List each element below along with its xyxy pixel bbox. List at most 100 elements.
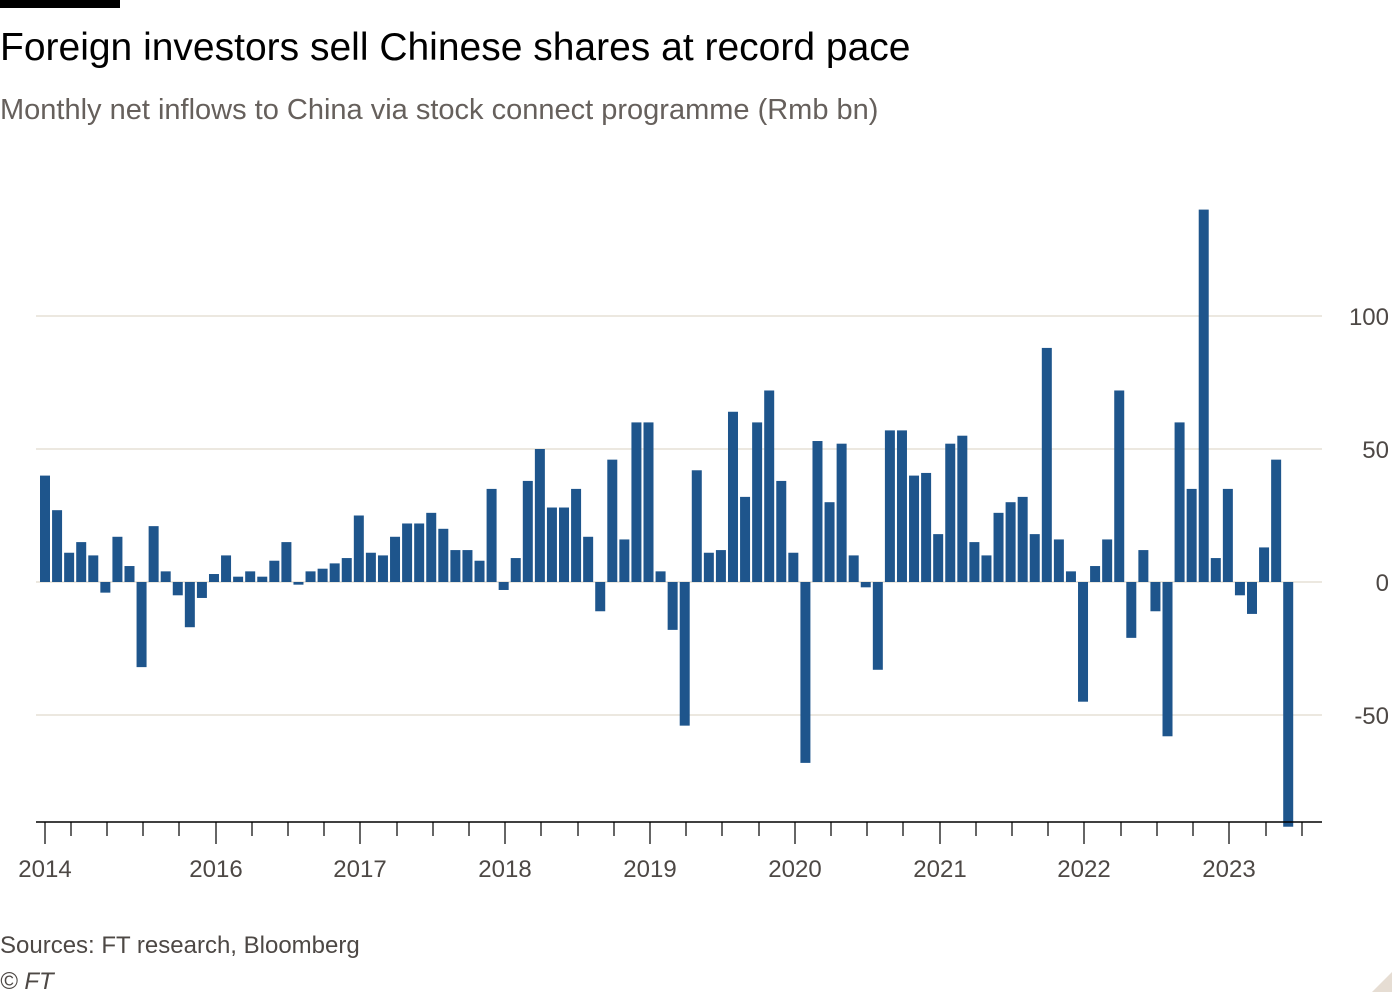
bar (607, 459, 618, 582)
bar (40, 475, 50, 582)
brand-bar (0, 0, 120, 8)
bar (124, 566, 135, 582)
x-tick-label: 2021 (913, 856, 966, 883)
bar (860, 582, 871, 588)
bar (1114, 390, 1125, 582)
copyright-note: © FT (0, 968, 54, 995)
x-tick-label: 2014 (18, 856, 71, 883)
bar (486, 488, 497, 582)
bar (196, 582, 207, 598)
bar (221, 555, 232, 582)
bar (1065, 571, 1076, 582)
bar (703, 552, 714, 582)
bar (1283, 582, 1294, 827)
y-tick-label: -50 (1354, 703, 1389, 730)
bar (715, 550, 726, 582)
bar (1029, 534, 1040, 582)
y-tick-label: 50 (1362, 437, 1389, 464)
bar (534, 449, 545, 582)
bar (559, 507, 570, 582)
bar (112, 536, 123, 582)
bar (921, 472, 932, 582)
bar (281, 542, 292, 582)
corner-fold (1372, 972, 1392, 992)
bar (390, 536, 401, 582)
bar (1150, 582, 1161, 612)
bar (643, 422, 654, 582)
bar (426, 512, 437, 582)
source-note: Sources: FT research, Bloomberg (0, 932, 360, 959)
bar (679, 582, 690, 726)
bar (510, 558, 521, 582)
bar (341, 558, 352, 582)
bar (1102, 539, 1113, 582)
bar (450, 550, 461, 582)
bar (595, 582, 606, 612)
bar (776, 480, 787, 582)
bar (52, 510, 63, 582)
bar (812, 441, 823, 582)
bar (1222, 488, 1233, 582)
x-tick-label: 2022 (1057, 856, 1110, 883)
bar (1126, 582, 1137, 638)
gridlines (36, 315, 1322, 716)
bar (872, 582, 883, 670)
bar (377, 555, 388, 582)
bar (945, 443, 956, 582)
bar (1053, 539, 1064, 582)
bar (269, 560, 280, 582)
bar (462, 550, 473, 582)
bar (993, 512, 1004, 582)
bar (619, 539, 630, 582)
bar (1017, 496, 1028, 582)
bar (208, 574, 219, 582)
bar (1162, 582, 1173, 737)
bars (40, 209, 1294, 827)
y-axis-labels: -50 0 50 100 (1349, 304, 1389, 730)
bar (160, 571, 171, 582)
bar (969, 542, 980, 582)
bar (957, 435, 968, 582)
bar (257, 576, 268, 582)
bar (800, 582, 811, 763)
x-tick-label: 2023 (1202, 856, 1255, 883)
bar (571, 488, 582, 582)
bar (583, 536, 594, 582)
bar (245, 571, 256, 582)
bar (631, 422, 642, 582)
bar (691, 470, 702, 582)
bar (136, 582, 147, 668)
bar (848, 555, 859, 582)
bar (498, 582, 509, 590)
bar (933, 534, 944, 582)
bar (1247, 582, 1257, 614)
bar (353, 515, 364, 582)
bar (1259, 547, 1270, 582)
bar (727, 411, 738, 582)
chart-subtitle: Monthly net inflows to China via stock c… (0, 94, 879, 126)
bar (1005, 502, 1016, 582)
bar (76, 542, 87, 582)
bar (1186, 488, 1197, 582)
bar (1174, 422, 1185, 582)
x-tick-label: 2020 (768, 856, 821, 883)
x-axis (36, 821, 1322, 844)
bar (1198, 209, 1209, 582)
bar (402, 523, 413, 582)
bar (233, 576, 244, 582)
bar (836, 443, 847, 582)
bar (884, 430, 895, 582)
bar (522, 480, 533, 582)
bar (1078, 582, 1089, 702)
bar (740, 496, 751, 582)
bar (981, 555, 992, 582)
bar (752, 422, 763, 582)
bar (329, 563, 340, 582)
x-tick-label: 2017 (333, 856, 386, 883)
bar (764, 390, 775, 582)
bar (909, 475, 920, 582)
bar (172, 582, 183, 596)
bar (1041, 347, 1052, 582)
bar (365, 552, 376, 582)
